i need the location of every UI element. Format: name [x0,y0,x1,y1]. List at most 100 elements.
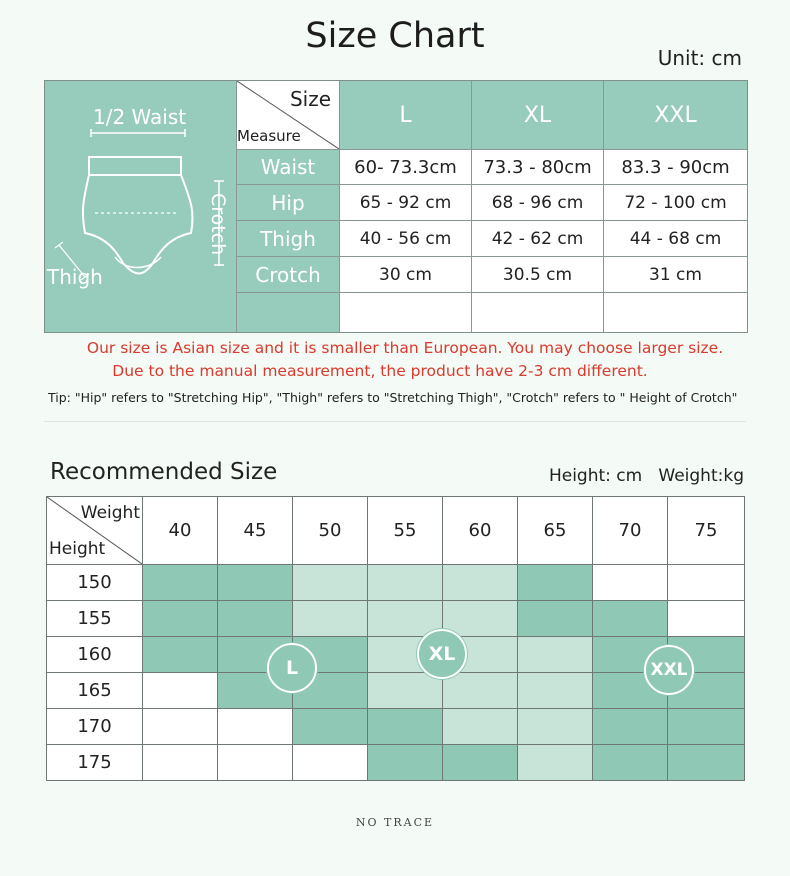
recommended-size-table: Weight Height 40 45 50 55 60 65 70 75 15… [46,496,745,781]
thigh-xxl: 44 - 68 cm [629,228,722,249]
grid-line [47,672,744,673]
crotch-xxl: 31 cm [649,264,702,285]
waist-l: 60- 73.3cm [354,156,457,178]
grid-line [236,149,747,150]
crotch-diagram-label: Crotch [207,193,229,256]
grid-line [217,497,218,780]
thigh-xl: 42 - 62 cm [491,228,584,249]
hip-xxl: 72 - 100 cm [624,192,727,213]
grid-line [47,744,744,745]
size-warning-note: Our size is Asian size and it is smaller… [86,339,724,357]
weight-header-55: 55 [393,520,417,541]
size-cell-xl [443,601,518,637]
height-label-150: 150 [77,572,112,593]
grid-line [339,81,340,332]
grid-line [292,497,293,780]
size-cell-xl [368,565,443,601]
grid-line [47,564,744,565]
recommended-grid-lines [47,497,744,780]
size-cell-xxl [668,709,744,745]
size-header-l: L [340,81,471,149]
height-label-165: 165 [77,680,112,701]
size-cell-l [443,745,518,780]
weight-header-60: 60 [468,520,492,541]
thigh-l: 40 - 56 cm [359,228,452,249]
corner-size-label: Size [289,87,331,111]
thigh-diagram-label: Thigh [47,265,103,289]
size-badge-xl: XL [417,629,467,679]
weight-header-45: 45 [243,520,267,541]
grid-line [471,81,472,332]
size-badge-xxl: XXL [644,645,694,695]
grid-line [47,600,744,601]
weight-header-70: 70 [618,520,642,541]
section-divider [44,421,746,422]
size-cell-xl [443,565,518,601]
size-cell-xl [293,601,368,637]
size-cell-l [143,565,218,601]
grid-line [236,256,747,257]
row-label-empty [237,293,339,332]
size-header-xl: XL [472,81,603,149]
height-label-175: 175 [77,752,112,773]
size-cell-xxl [593,709,668,745]
grid-line [603,81,604,332]
size-cell-xl [518,637,593,673]
grid-line [367,497,368,780]
size-badge-l: L [267,643,317,693]
half-waist-label: 1/2 Waist [93,105,187,129]
grid-line [47,636,744,637]
recommended-size-title: Recommended Size [50,459,278,485]
size-chart-table: 1/2 Waist Crotch Thigh Size Measure L XL… [44,80,748,333]
height-label-160: 160 [77,644,112,665]
weight-header-40: 40 [168,520,192,541]
size-cell-l [218,565,293,601]
size-measure-corner: Size Measure [237,81,339,149]
size-cell-l [293,709,368,745]
weight-header-75: 75 [694,520,718,541]
diagonal-divider [237,81,339,149]
recommended-units: Height: cm Weight:kg [548,466,744,486]
size-cell-l [368,745,443,780]
height-label-155: 155 [77,608,112,629]
measurement-tip: Tip: "Hip" refers to "Stretching Hip", "… [48,390,738,405]
crotch-l: 30 cm [379,264,432,285]
row-label-crotch: Crotch [237,257,339,292]
size-cell-xl [368,673,443,709]
size-cell-xl [518,709,593,745]
size-header-xxl: XXL [604,81,747,149]
size-cell-xxl [593,745,668,780]
grid-line [592,497,593,780]
size-cell-xl [443,673,518,709]
unit-label: Unit: cm [657,46,742,70]
grid-line [236,220,747,221]
weight-header-50: 50 [318,520,342,541]
height-label-170: 170 [77,716,112,737]
page-title: Size Chart [305,16,485,56]
briefs-diagram-icon [54,129,224,281]
hip-xl: 68 - 96 cm [491,192,584,213]
waist-xl: 73.3 - 80cm [483,156,592,178]
grid-line [236,184,747,185]
corner-measure-label: Measure [237,127,301,145]
measurement-note: Due to the manual measurement, the produ… [112,362,648,380]
size-cell-xxl [518,601,593,637]
size-cell-l [218,601,293,637]
diagonal-divider [47,497,142,564]
weight-header-65: 65 [543,520,567,541]
row-label-thigh: Thigh [237,221,339,256]
crotch-xl: 30.5 cm [502,264,573,285]
size-cell-xxl [518,565,593,601]
size-cell-xxl [593,601,668,637]
grid-line [236,81,237,332]
size-cell-xl [518,673,593,709]
grid-line [517,497,518,780]
grid-line [47,708,744,709]
grid-line [142,497,143,780]
waist-xxl: 83.3 - 90cm [621,156,730,178]
weight-height-corner: Weight Height [47,497,142,564]
garment-diagram-panel: 1/2 Waist Crotch Thigh [45,81,236,332]
row-label-hip: Hip [237,185,339,220]
corner-weight-label: Weight [80,503,140,523]
size-cell-xl [293,565,368,601]
